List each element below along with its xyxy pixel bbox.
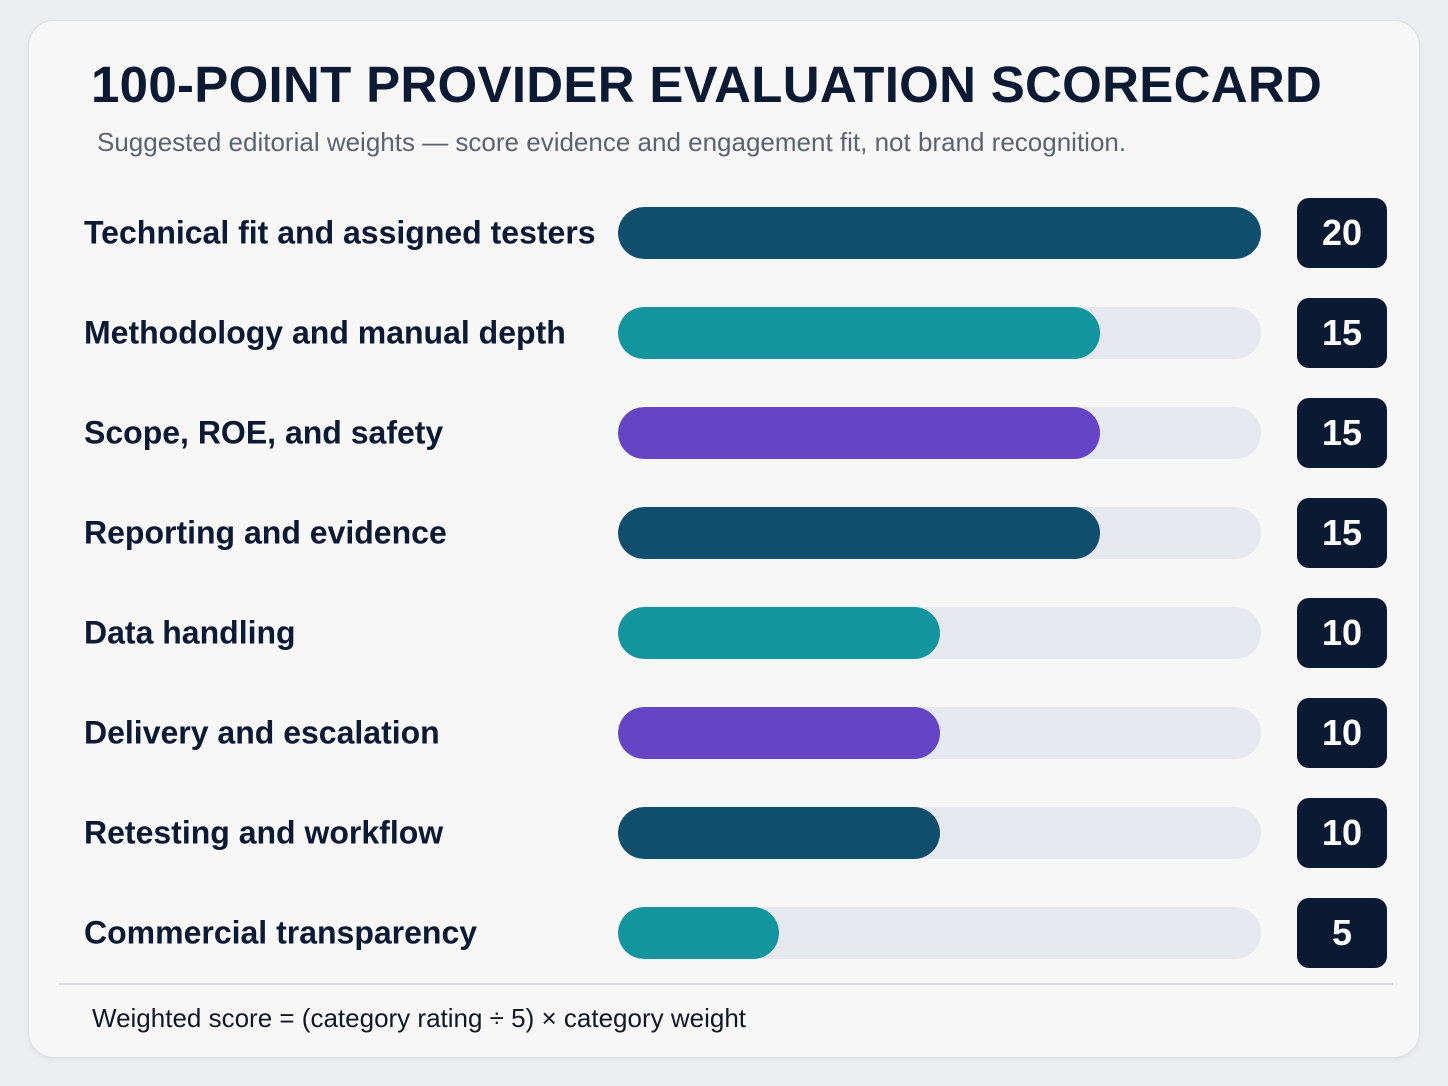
bar-track [618, 907, 1261, 959]
bar-fill [618, 407, 1101, 459]
scorecard-row: Methodology and manual depth 15 [29, 298, 1419, 368]
weight-badge: 15 [1297, 398, 1387, 468]
bar-fill [618, 307, 1101, 359]
category-label: Data handling [84, 614, 296, 651]
bar-track [618, 307, 1261, 359]
scorecard-row: Scope, ROE, and safety 15 [29, 398, 1419, 468]
scorecard-row: Retesting and workflow 10 [29, 798, 1419, 868]
scorecard-row: Reporting and evidence 15 [29, 498, 1419, 568]
bar-track [618, 407, 1261, 459]
bar-track [618, 507, 1261, 559]
scorecard-row: Commercial transparency 5 [29, 898, 1419, 968]
bar-track [618, 807, 1261, 859]
chart-title: 100-POINT PROVIDER EVALUATION SCORECARD [91, 56, 1323, 113]
weight-badge: 5 [1297, 898, 1387, 968]
weight-badge: 15 [1297, 498, 1387, 568]
bar-fill [618, 607, 940, 659]
bar-fill [618, 907, 779, 959]
category-label: Scope, ROE, and safety [84, 414, 444, 451]
weight-badge: 10 [1297, 598, 1387, 668]
scorecard-card: 100-POINT PROVIDER EVALUATION SCORECARD … [28, 20, 1420, 1058]
bar-fill [618, 507, 1101, 559]
bar-track [618, 607, 1261, 659]
scorecard-row: Technical fit and assigned testers 20 [29, 198, 1419, 268]
scorecard-rows: Technical fit and assigned testers 20 Meth… [29, 21, 1419, 1057]
category-label: Commercial transparency [84, 914, 478, 951]
category-label: Retesting and workflow [84, 814, 444, 851]
bar-fill [618, 707, 940, 759]
chart-subtitle: Suggested editorial weights — score evid… [97, 127, 1127, 157]
weight-badge: 20 [1297, 198, 1387, 268]
weight-badge: 10 [1297, 698, 1387, 768]
category-label: Methodology and manual depth [84, 314, 566, 351]
bar-track [618, 207, 1261, 259]
bar-track [618, 707, 1261, 759]
footer-divider [59, 983, 1393, 985]
formula-footnote: Weighted score = (category rating ÷ 5) ×… [92, 1003, 747, 1033]
bar-fill [618, 807, 940, 859]
scorecard-row: Data handling 10 [29, 598, 1419, 668]
category-label: Delivery and escalation [84, 714, 440, 751]
weight-badge: 15 [1297, 298, 1387, 368]
category-label: Reporting and evidence [84, 514, 447, 551]
weight-badge: 10 [1297, 798, 1387, 868]
scorecard-row: Delivery and escalation 10 [29, 698, 1419, 768]
bar-fill [618, 207, 1261, 259]
category-label: Technical fit and assigned testers [84, 214, 596, 251]
